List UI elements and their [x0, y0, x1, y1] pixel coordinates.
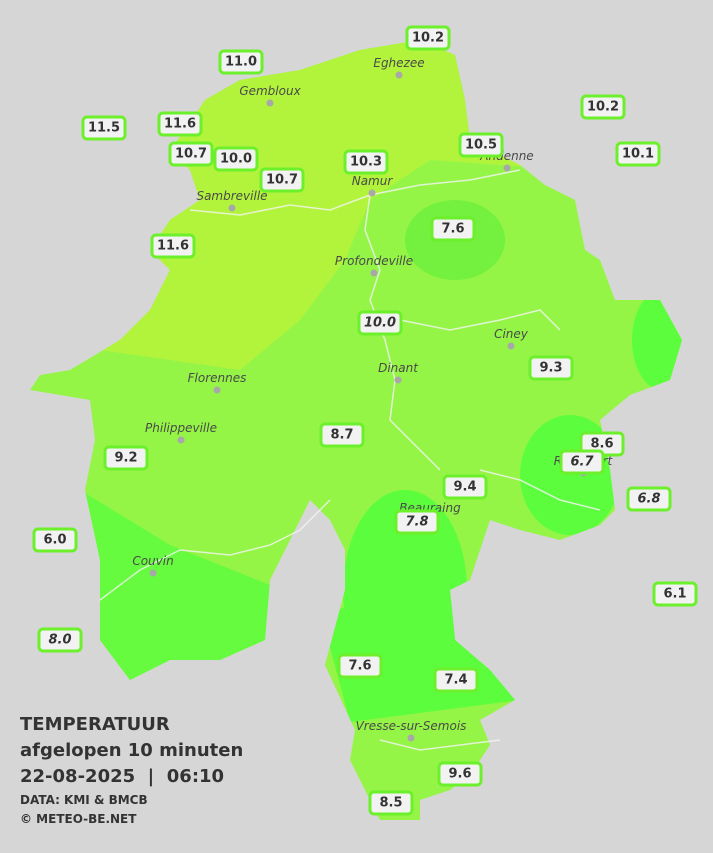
reading-value: 10.1 [622, 147, 654, 162]
reading-box [437, 761, 483, 787]
reading-box [319, 422, 365, 448]
reading-box [430, 216, 476, 242]
reading-box [433, 667, 479, 693]
town-dot [370, 269, 378, 277]
town-label: Eghezee [373, 56, 424, 70]
reading-box [218, 49, 264, 75]
reading-value: 11.0 [225, 55, 257, 70]
reading-box [394, 509, 440, 535]
reading-value: 11.6 [157, 239, 189, 254]
reading-box [405, 25, 451, 51]
reading-value: 10.7 [266, 173, 298, 188]
reading-box [458, 132, 504, 158]
reading-box [615, 141, 661, 167]
reading-value: 10.2 [587, 100, 619, 115]
reading-value: 9.3 [539, 361, 562, 376]
reading-box [103, 445, 149, 471]
town-label: Namur [352, 174, 394, 188]
town-dot [503, 164, 511, 172]
reading-value: 10.0 [220, 152, 252, 167]
reading-box [32, 527, 78, 553]
town-label: Dinant [378, 361, 419, 375]
reading-value: 9.6 [448, 767, 471, 782]
reading-value: 7.8 [405, 515, 428, 530]
reading-box [559, 449, 605, 475]
town-label: Ciney [494, 327, 529, 341]
reading-value: 11.6 [164, 117, 196, 132]
reading-box [157, 111, 203, 137]
town-label: Florennes [188, 371, 247, 385]
town-dot [407, 734, 415, 742]
legend-credit: © METEO-BE.NET [20, 812, 137, 826]
reading-value: 10.2 [412, 31, 444, 46]
reading-value: 10.7 [175, 147, 207, 162]
town-dot [394, 376, 402, 384]
town-dot [213, 386, 221, 394]
town-dot [368, 189, 376, 197]
reading-box [343, 149, 389, 175]
legend-source: DATA: KMI & BMCB [20, 793, 148, 807]
reading-box [259, 167, 305, 193]
reading-box [357, 310, 403, 336]
town-label: Gembloux [239, 84, 301, 98]
reading-box [442, 474, 488, 500]
town-dot [266, 99, 274, 107]
reading-value: 10.5 [465, 138, 497, 153]
reading-box [37, 627, 83, 653]
town-dot [228, 204, 236, 212]
town-dot [507, 342, 515, 350]
legend-datetime: 22-08-2025 | 06:10 [20, 766, 224, 787]
reading-value: 8.0 [48, 633, 71, 648]
reading-value: 6.0 [43, 533, 66, 548]
reading-value: 6.1 [663, 587, 686, 602]
reading-value: 10.3 [350, 155, 382, 170]
town-dot [177, 436, 185, 444]
reading-box [168, 141, 214, 167]
town-label: Profondeville [335, 254, 413, 268]
reading-box [580, 94, 626, 120]
reading-value: 6.7 [570, 455, 594, 470]
reading-box [368, 790, 414, 816]
town-label: Couvin [132, 554, 173, 568]
reading-box [528, 355, 574, 381]
reading-value: 8.6 [590, 437, 613, 452]
reading-value: 7.6 [441, 222, 464, 237]
reading-value: 11.5 [88, 121, 120, 136]
town-label: Philippeville [145, 421, 217, 435]
reading-box [652, 581, 698, 607]
reading-value: 9.2 [114, 451, 137, 466]
readings: 10.2 11.0 10.2 11.5 11.6 10.7 10.0 10.3 10.5 10.1… [32, 25, 698, 816]
reading-value: 8.5 [379, 796, 402, 811]
reading-value: 6.8 [637, 492, 660, 507]
town-dot [149, 569, 157, 577]
town-label: Vresse-sur-Semois [356, 719, 467, 733]
reading-box [213, 146, 259, 172]
reading-box [626, 486, 672, 512]
reading-value: 8.7 [330, 428, 353, 443]
reading-value: 7.4 [444, 673, 467, 688]
reading-box [150, 233, 196, 259]
reading-value: 10.0 [364, 316, 396, 331]
rivers [99, 169, 601, 751]
legend: TEMPERATUUR afgelopen 10 minuten 22-08-2… [20, 714, 243, 826]
reading-box [337, 653, 383, 679]
legend-subtitle: afgelopen 10 minuten [20, 740, 243, 761]
town-label: Sambreville [196, 189, 267, 203]
reading-value: 9.4 [453, 480, 476, 495]
legend-title: TEMPERATUUR [20, 714, 170, 735]
reading-value: 7.6 [348, 659, 371, 674]
reading-box [81, 115, 127, 141]
town-dot [395, 71, 403, 79]
